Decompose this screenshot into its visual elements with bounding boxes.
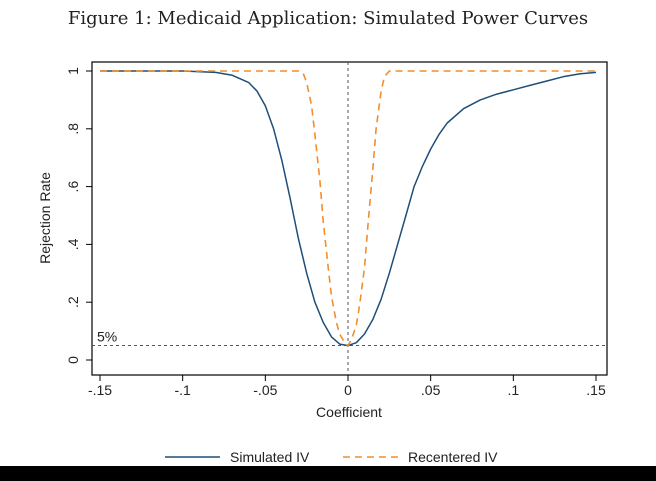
y-tick-label: .4 <box>65 238 81 250</box>
x-tick-label: -.05 <box>253 382 277 398</box>
x-axis-title: Coefficient <box>316 404 382 420</box>
x-tick-label: .05 <box>421 382 441 398</box>
series-line-recentered-iv <box>100 70 596 347</box>
figure-title: Figure 1: Medicaid Application: Simulate… <box>67 8 589 29</box>
y-tick-label: .6 <box>65 181 81 193</box>
y-tick-label: .2 <box>65 296 81 308</box>
plot-frame <box>91 61 608 376</box>
series-line-simulated-iv <box>100 70 597 347</box>
x-tick-label: 0 <box>344 382 352 398</box>
y-axis-title: Rejection Rate <box>37 172 53 264</box>
y-tick-label: 1 <box>65 67 81 75</box>
legend-label: Simulated IV <box>230 449 310 465</box>
x-tick-label: -.15 <box>88 382 112 398</box>
legend-label: Recentered IV <box>408 449 498 465</box>
legend: Simulated IV Recentered IV <box>165 449 498 465</box>
axes: -.15 -.1 -.05 0 .05 .1 .15 0 .2 .4 .6 .8 1 <box>65 67 606 398</box>
y-tick-label: 0 <box>65 356 81 364</box>
reference-lines: 5% <box>92 62 607 375</box>
x-tick-label: -.1 <box>174 382 191 398</box>
bottom-bar <box>0 466 656 481</box>
x-tick-label: .15 <box>586 382 606 398</box>
series-lines <box>100 70 597 347</box>
reference-label: 5% <box>97 329 117 345</box>
y-tick-label: .8 <box>65 123 81 135</box>
x-tick-label: .1 <box>507 382 519 398</box>
